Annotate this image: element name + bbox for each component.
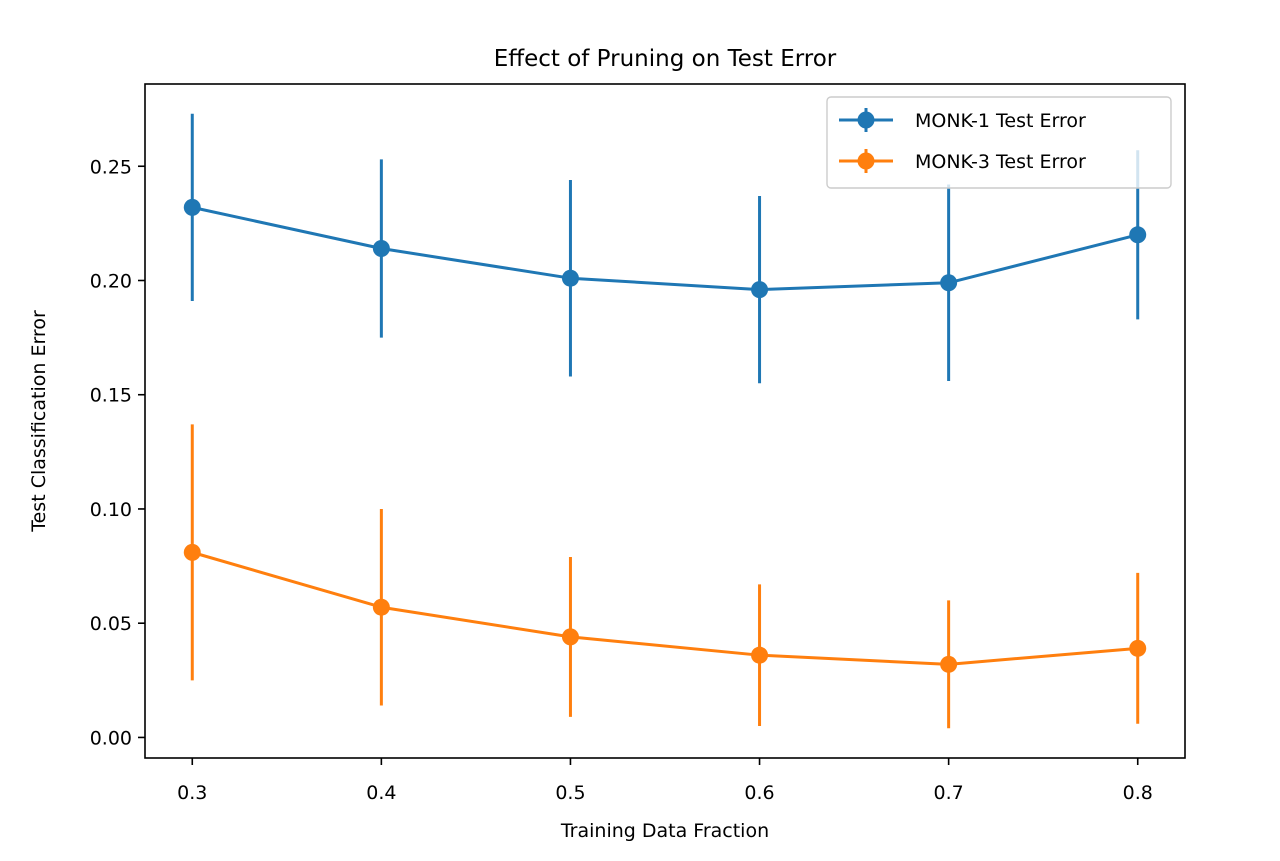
data-point: [751, 281, 769, 299]
x-tick-label: 0.4: [366, 782, 396, 804]
data-point: [751, 646, 769, 664]
data-point: [183, 543, 201, 561]
data-point: [940, 274, 958, 292]
legend-box: [826, 96, 1172, 189]
data-point: [183, 198, 201, 216]
data-point: [1129, 226, 1147, 244]
axis-layer: 0.3 0.4 0.5 0.6 0.7 0.8 0.00 0.05 0.10 0.15 0.20 0.…: [90, 156, 1153, 804]
series-line: [191, 205, 1139, 292]
legend-item: MONK-3 Test Error: [839, 149, 1086, 173]
plot-layer: [183, 113, 1147, 729]
legend-label: MONK-1 Test Error: [915, 110, 1086, 132]
data-point: [561, 269, 579, 287]
plot-frame: [144, 83, 1186, 759]
y-tick-label: 0.25: [90, 156, 132, 178]
y-tick-label: 0.10: [90, 499, 132, 521]
data-point: [940, 655, 958, 673]
data-point: [1129, 639, 1147, 657]
x-tick-label: 0.7: [934, 782, 964, 804]
chart-title: Effect of Pruning on Test Error: [494, 46, 837, 72]
series-1: [183, 113, 1147, 384]
y-axis-label: Test Classification Error: [28, 310, 50, 533]
series-2: [183, 424, 1147, 729]
y-tick-label: 0.00: [90, 727, 132, 749]
legend-label: MONK-3 Test Error: [915, 151, 1086, 173]
data-point: [372, 598, 390, 616]
legend-marker: [857, 111, 875, 129]
y-tick-label: 0.15: [90, 385, 132, 407]
legend: MONK-1 Test Error MONK-3 Test Error: [826, 96, 1172, 189]
x-tick-label: 0.3: [177, 782, 207, 804]
x-tick-label: 0.6: [744, 782, 774, 804]
legend-item: MONK-1 Test Error: [839, 108, 1086, 132]
data-point: [561, 628, 579, 646]
series-line: [191, 550, 1138, 666]
y-tick-label: 0.05: [90, 613, 132, 635]
y-tick-label: 0.20: [90, 270, 132, 292]
legend-marker: [857, 152, 875, 170]
x-tick-label: 0.8: [1123, 782, 1153, 804]
data-point: [372, 240, 390, 258]
x-tick-label: 0.5: [555, 782, 585, 804]
x-axis-label: Training Data Fraction: [560, 820, 769, 842]
